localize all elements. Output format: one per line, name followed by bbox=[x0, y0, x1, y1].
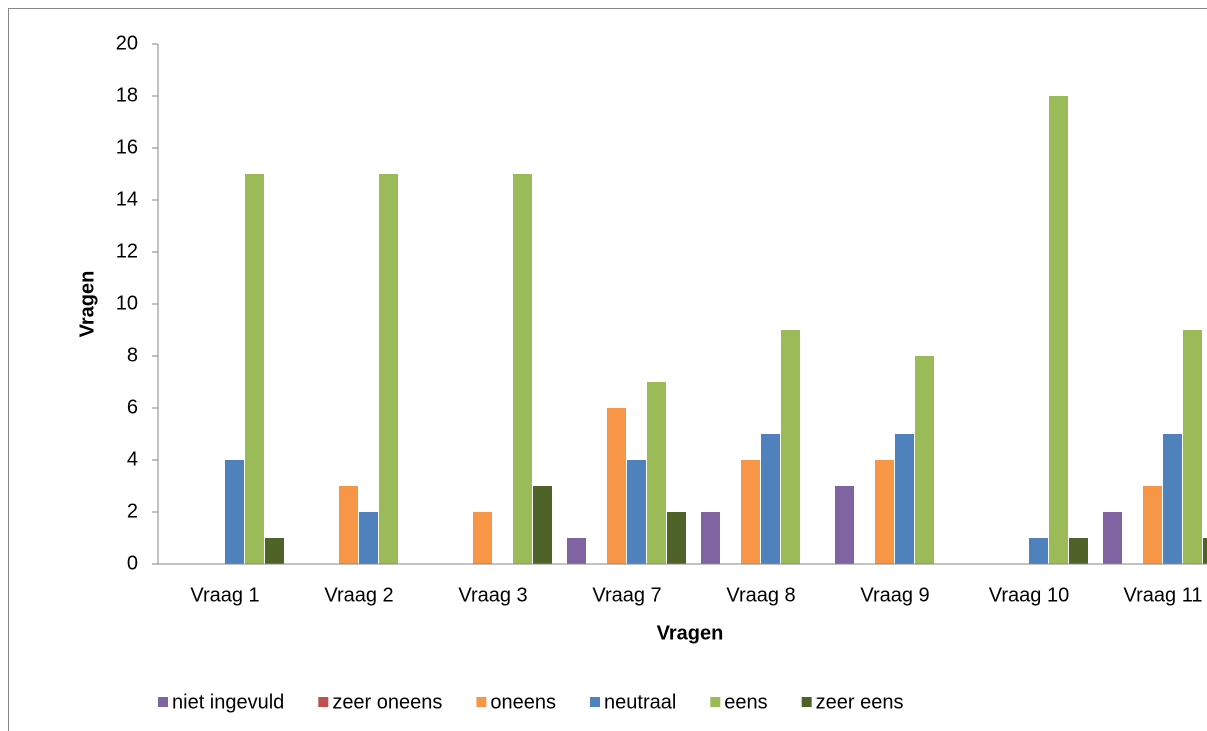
bar bbox=[1183, 330, 1202, 564]
bar bbox=[761, 434, 780, 564]
bar bbox=[781, 330, 800, 564]
bar bbox=[1203, 538, 1207, 564]
x-tick-label: Vraag 3 bbox=[458, 584, 527, 606]
bar bbox=[1029, 538, 1048, 564]
bar bbox=[647, 382, 666, 564]
bar bbox=[667, 512, 686, 564]
bar bbox=[835, 486, 854, 564]
legend-label: neutraal bbox=[604, 691, 676, 713]
bar bbox=[915, 356, 934, 564]
bar bbox=[473, 512, 492, 564]
bar bbox=[875, 460, 894, 564]
bar bbox=[265, 538, 284, 564]
legend-swatch bbox=[590, 697, 601, 707]
x-tick-label: Vraag 10 bbox=[989, 584, 1069, 606]
legend-label: zeer eens bbox=[816, 691, 904, 713]
chart-border bbox=[8, 8, 1207, 731]
bar bbox=[607, 408, 626, 564]
legend-swatch bbox=[801, 697, 812, 707]
bar bbox=[741, 460, 760, 564]
legend-swatch bbox=[158, 697, 168, 707]
x-tick-label: Vraag 7 bbox=[592, 584, 661, 606]
bar bbox=[225, 460, 244, 564]
bar bbox=[245, 174, 264, 564]
legend-label: niet ingevuld bbox=[172, 691, 284, 713]
x-tick-label: Vraag 8 bbox=[726, 584, 795, 606]
y-tick-label: 14 bbox=[116, 188, 138, 210]
legend-label: zeer oneens bbox=[332, 691, 442, 713]
y-tick-label: 20 bbox=[116, 32, 138, 54]
y-tick-label: 6 bbox=[127, 396, 138, 418]
bar bbox=[627, 460, 646, 564]
y-tick-label: 8 bbox=[127, 344, 138, 366]
y-tick-label: 16 bbox=[116, 136, 138, 158]
bar bbox=[359, 512, 378, 564]
x-tick-label: Vraag 11 bbox=[1124, 584, 1203, 606]
legend-swatch bbox=[710, 697, 721, 707]
y-tick-label: 18 bbox=[116, 84, 138, 106]
legend-swatch bbox=[476, 697, 487, 707]
bar bbox=[1103, 512, 1122, 564]
bar bbox=[339, 486, 358, 564]
bar bbox=[1143, 486, 1162, 564]
legend-swatch bbox=[318, 697, 329, 707]
x-tick-label: Vraag 2 bbox=[324, 584, 393, 606]
y-tick-label: 4 bbox=[127, 448, 138, 470]
bar bbox=[533, 486, 552, 564]
y-tick-label: 10 bbox=[116, 292, 138, 314]
x-axis-title: Vragen bbox=[657, 622, 724, 644]
bar bbox=[567, 538, 586, 564]
y-tick-label: 12 bbox=[116, 240, 138, 262]
bar bbox=[1163, 434, 1182, 564]
x-tick-label: Vraag 9 bbox=[860, 584, 929, 606]
legend-label: eens bbox=[724, 691, 767, 713]
y-tick-label: 0 bbox=[127, 552, 138, 574]
legend-label: oneens bbox=[490, 691, 556, 713]
bar bbox=[513, 174, 532, 564]
y-tick-label: 2 bbox=[127, 500, 138, 522]
bar bbox=[1069, 538, 1088, 564]
bar bbox=[379, 174, 398, 564]
bar bbox=[895, 434, 914, 564]
y-axis-title: Vragen bbox=[76, 271, 98, 338]
x-tick-label: Vraag 1 bbox=[190, 584, 259, 606]
bar bbox=[701, 512, 720, 564]
bar bbox=[1049, 96, 1068, 564]
